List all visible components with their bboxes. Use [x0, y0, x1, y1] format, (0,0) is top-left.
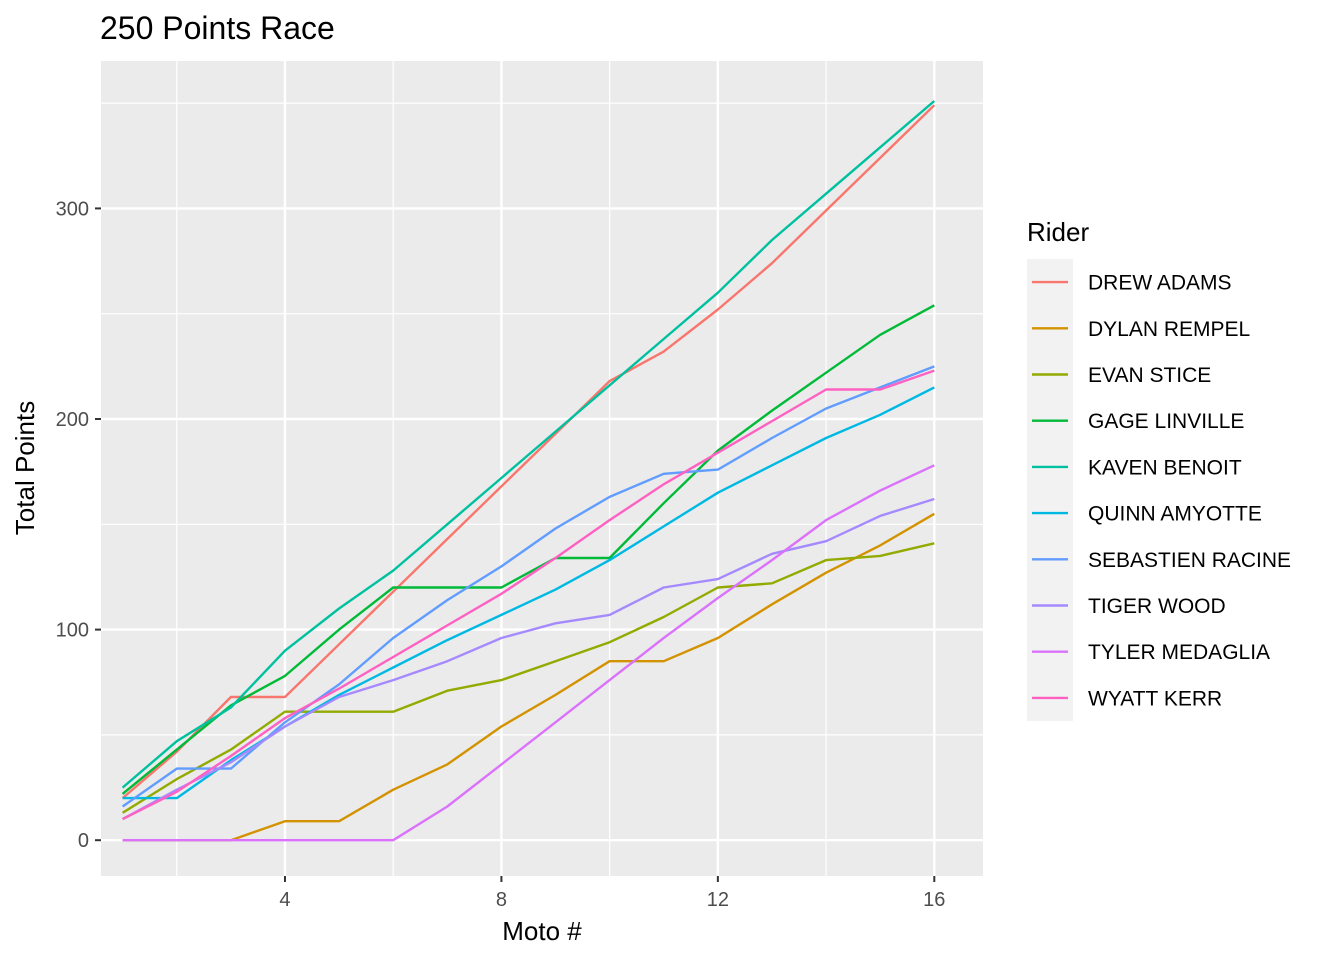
legend-item-6: SEBASTIEN RACINE: [1032, 549, 1291, 572]
legend-label-0: DREW ADAMS: [1088, 272, 1232, 295]
y-tick-label-2: 200: [56, 409, 89, 431]
y-axis-title: Total Points: [10, 401, 40, 535]
x-tick-label-2: 12: [707, 889, 729, 911]
legend-label-9: WYATT KERR: [1088, 687, 1222, 710]
legend: Rider DREW ADAMS DYLAN REMPEL EVAN STICE GA…: [1027, 217, 1291, 721]
x-tick-label-0: 4: [279, 889, 290, 911]
legend-item-3: GAGE LINVILLE: [1032, 410, 1244, 433]
legend-label-7: TIGER WOOD: [1088, 595, 1226, 618]
legend-item-4: KAVEN BENOIT: [1032, 456, 1242, 479]
series-line-8: [122, 464, 935, 842]
series-line-1: [122, 512, 935, 842]
legend-item-1: DYLAN REMPEL: [1032, 318, 1250, 341]
legend-label-2: EVAN STICE: [1088, 364, 1211, 387]
y-tick-label-0: 0: [78, 830, 89, 852]
legend-label-4: KAVEN BENOIT: [1088, 456, 1242, 479]
y-tick-label-1: 100: [56, 620, 89, 642]
series-line-9: [122, 369, 935, 821]
legend-item-8: TYLER MEDAGLIA: [1032, 641, 1270, 664]
legend-item-2: EVAN STICE: [1032, 364, 1211, 387]
legend-label-8: TYLER MEDAGLIA: [1088, 641, 1270, 664]
series-line-3: [121, 304, 935, 795]
series-line-7: [122, 497, 935, 821]
chart-title: 250 Points Race: [100, 10, 335, 46]
legend-item-7: TIGER WOOD: [1032, 595, 1226, 618]
series-line-4: [121, 100, 936, 789]
series-lines: [121, 100, 936, 842]
legend-label-6: SEBASTIEN RACINE: [1088, 549, 1291, 572]
legend-item-9: WYATT KERR: [1032, 687, 1222, 710]
series-line-2: [121, 542, 935, 814]
legend-label-3: GAGE LINVILLE: [1088, 410, 1244, 433]
legend-title: Rider: [1027, 217, 1089, 247]
legend-item-0: DREW ADAMS: [1032, 272, 1232, 295]
plot-panel: [101, 61, 983, 876]
x-tick-label-1: 8: [496, 889, 507, 911]
legend-label-5: QUINN AMYOTTE: [1088, 503, 1262, 526]
legend-label-1: DYLAN REMPEL: [1088, 318, 1250, 341]
y-tick-label-3: 300: [56, 198, 89, 220]
x-tick-label-3: 16: [923, 889, 945, 911]
x-axis: 4 8 12 16: [279, 876, 945, 911]
series-line-0: [121, 104, 936, 800]
x-axis-title: Moto #: [502, 916, 582, 946]
minor-gridlines: [101, 61, 983, 876]
legend-item-5: QUINN AMYOTTE: [1032, 503, 1262, 526]
legend-key-background: [1027, 259, 1073, 721]
y-axis: 0 100 200 300: [56, 198, 101, 852]
